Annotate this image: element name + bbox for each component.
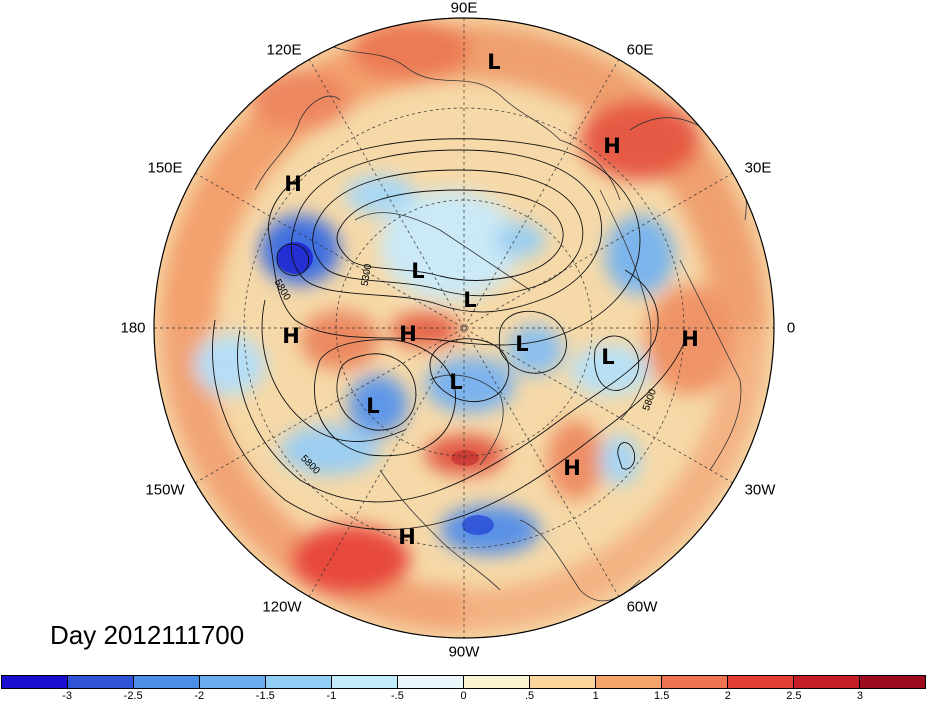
map-boundary [153, 17, 775, 639]
colorbar-swatch [332, 676, 398, 688]
colorbar [1, 675, 926, 689]
colorbar-swatch [200, 676, 266, 688]
colorbar-tick-label: 1 [592, 690, 599, 702]
lon-label-180: 180 [120, 319, 146, 337]
colorbar-tick-label: -1 [326, 690, 337, 702]
lon-label-120w: 120W [262, 598, 302, 616]
colorbar-tick-label: -2.5 [123, 690, 143, 702]
colorbar-tick-label: -1.5 [255, 690, 275, 702]
colorbar-swatch [596, 676, 662, 688]
pressure-center-high: H [681, 327, 699, 351]
pressure-center-high: H [399, 322, 417, 346]
lon-label-150e: 150E [147, 159, 183, 177]
colorbar-tick-label: -.5 [391, 690, 404, 702]
colorbar-tick-label: -3 [62, 690, 72, 702]
colorbar-swatch [860, 676, 925, 688]
pressure-center-high: H [284, 172, 302, 196]
lon-label-0: 0 [786, 319, 796, 337]
lon-label-30e: 30E [744, 159, 772, 177]
pressure-center-low: L [449, 370, 463, 394]
pressure-center-high: H [603, 134, 621, 158]
colorbar-swatch [662, 676, 728, 688]
colorbar-tick-label: 1.5 [654, 690, 670, 702]
colorbar-tick-label: 0 [460, 690, 467, 702]
pressure-center-high: H [282, 324, 300, 348]
colorbar-swatch [728, 676, 794, 688]
pressure-center-low: L [487, 50, 501, 74]
colorbar-swatch [530, 676, 596, 688]
colorbar-tick-label: .5 [524, 690, 535, 702]
pressure-center-low: L [515, 332, 529, 356]
pressure-center-high: H [398, 525, 416, 549]
colorbar-swatch [134, 676, 200, 688]
colorbar-tick-label: -2 [194, 690, 205, 702]
height-contours [212, 138, 686, 530]
colorbar-swatch [464, 676, 530, 688]
colorbar-swatch [2, 676, 68, 688]
pressure-center-low: L [366, 394, 380, 418]
pressure-center-high: H [563, 456, 581, 480]
map-title: Day 2012111700 [50, 620, 245, 650]
lon-label-60e: 60E [626, 41, 654, 59]
colorbar-tick-label: 3 [856, 690, 863, 702]
anomaly-field [160, 20, 768, 632]
colorbar-swatch [266, 676, 332, 688]
graticule [154, 18, 774, 638]
lon-label-60w: 60W [626, 598, 658, 616]
colorbar-tick-label: 2 [724, 690, 731, 702]
pressure-center-low: L [601, 345, 615, 369]
colorbar-tick-label: 2.5 [786, 690, 802, 702]
lon-label-90w: 90W [448, 643, 480, 661]
lon-label-120e: 120E [266, 41, 302, 59]
lon-label-30w: 30W [744, 481, 776, 499]
colorbar-swatch [794, 676, 860, 688]
pressure-center-low: L [463, 288, 477, 312]
lon-label-90e: 90E [450, 0, 478, 17]
colorbar-swatch [398, 676, 464, 688]
colorbar-swatch [68, 676, 134, 688]
lon-label-150w: 150W [145, 481, 185, 499]
pressure-center-low: L [411, 259, 425, 283]
